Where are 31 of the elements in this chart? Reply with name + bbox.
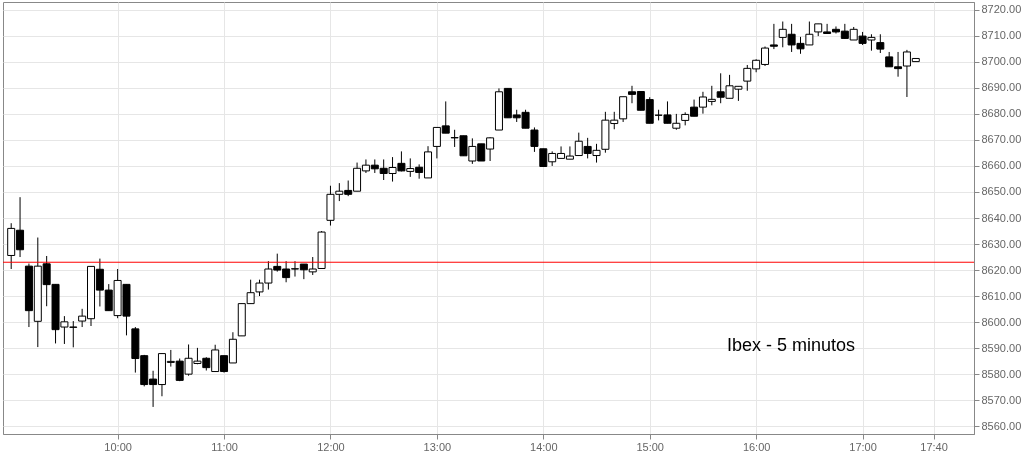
y-tick-label: 8590.00 bbox=[981, 341, 1022, 354]
y-tick-label: 8650.00 bbox=[981, 185, 1022, 198]
y-tick-label: 8610.00 bbox=[981, 289, 1022, 302]
x-tick-label: 14:00 bbox=[530, 440, 558, 453]
y-tick-label: 8620.00 bbox=[981, 263, 1022, 276]
y-tick-label: 8700.00 bbox=[981, 55, 1022, 68]
y-tick-label: 8600.00 bbox=[981, 315, 1022, 328]
y-tick-label: 8680.00 bbox=[981, 107, 1022, 120]
y-tick-label: 8720.00 bbox=[981, 3, 1022, 16]
y-tick-label: 8660.00 bbox=[981, 159, 1022, 172]
x-tick-label: 11:00 bbox=[211, 440, 238, 453]
y-tick-label: 8580.00 bbox=[981, 367, 1022, 380]
y-tick-label: 8690.00 bbox=[981, 81, 1022, 94]
y-tick-label: 8640.00 bbox=[981, 211, 1022, 224]
y-tick-label: 8560.00 bbox=[981, 419, 1022, 432]
y-tick-label: 8570.00 bbox=[981, 393, 1022, 406]
x-tick-label: 16:00 bbox=[742, 440, 771, 453]
candlestick bbox=[619, 96, 628, 123]
y-tick-label: 8670.00 bbox=[981, 133, 1022, 146]
x-tick-label: 15:00 bbox=[636, 440, 664, 453]
x-tick-label: 17:00 bbox=[849, 440, 877, 453]
x-tick-label: 13:00 bbox=[423, 440, 452, 453]
candlestick bbox=[876, 33, 885, 54]
y-tick-label: 8630.00 bbox=[981, 237, 1022, 250]
y-tick-label: 8710.00 bbox=[981, 29, 1022, 42]
x-tick-label: 10:00 bbox=[104, 440, 132, 453]
candlestick bbox=[769, 23, 778, 50]
annotation: Ibex - 5 minutos bbox=[727, 335, 856, 355]
x-tick-label: 17:40 bbox=[920, 440, 948, 453]
candlestick bbox=[530, 126, 539, 153]
x-tick-label: 12:00 bbox=[317, 440, 345, 453]
